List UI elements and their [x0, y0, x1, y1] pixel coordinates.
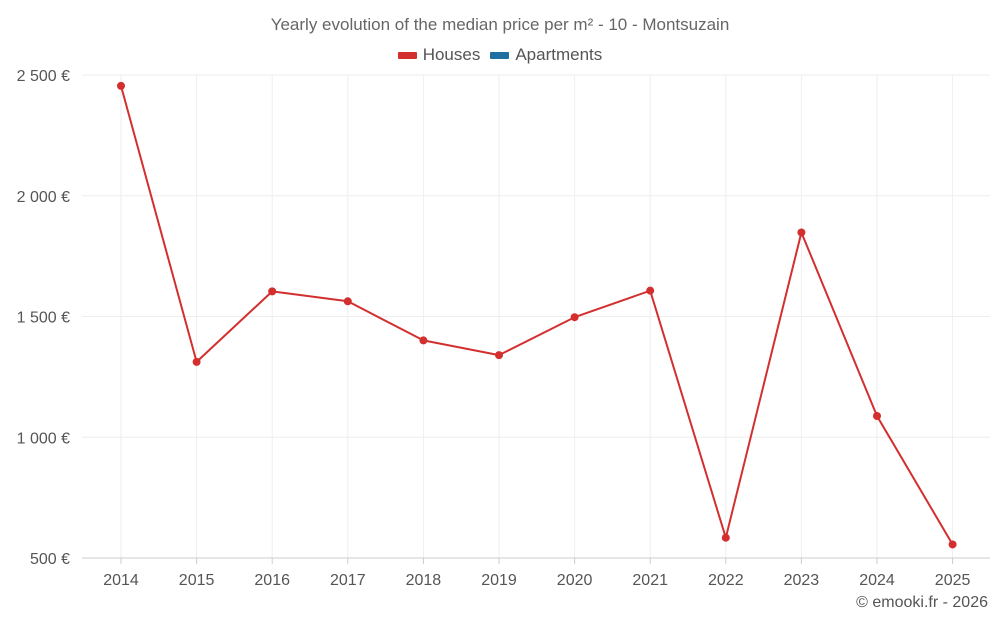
- x-tick-label: 2015: [179, 572, 215, 589]
- legend-item-houses[interactable]: Houses: [397, 45, 481, 65]
- x-tick-label: 2020: [557, 572, 593, 589]
- x-tick-label: 2022: [708, 572, 744, 589]
- x-tick-label: 2023: [784, 572, 820, 589]
- y-tick-label: 2 000 €: [17, 189, 70, 206]
- data-point-houses: [570, 313, 579, 322]
- legend-item-apartments[interactable]: Apartments: [490, 45, 602, 65]
- legend: Houses Apartments: [0, 45, 1000, 65]
- data-point-houses: [873, 411, 881, 420]
- data-point-houses: [419, 336, 428, 345]
- series-line-houses: [120, 85, 954, 545]
- x-tick-label: 2014: [103, 572, 139, 589]
- data-point-houses: [117, 81, 125, 90]
- data-point-houses: [495, 351, 503, 360]
- y-tick-label: 1 500 €: [17, 310, 70, 327]
- x-tick-label: 2017: [330, 572, 366, 589]
- legend-label-houses: Houses: [422, 45, 481, 64]
- chart-title: Yearly evolution of the median price per…: [270, 15, 730, 34]
- y-tick-label: 2 500 €: [17, 68, 70, 85]
- data-point-houses: [721, 533, 730, 542]
- data-point-houses: [797, 228, 806, 237]
- y-tick-label: 1 000 €: [17, 430, 70, 447]
- y-tick-label: 500 €: [30, 551, 70, 568]
- x-tick-label: 2018: [406, 572, 442, 589]
- data-point-houses: [646, 286, 655, 295]
- data-point-houses: [268, 287, 277, 296]
- x-tick-label: 2016: [254, 572, 290, 589]
- data-point-houses: [343, 297, 352, 306]
- series: [117, 81, 957, 549]
- x-tick-label: 2021: [632, 572, 668, 589]
- axes: 500 € 1 000 € 1 500 € 2 000 € 2 500 € 2014 201…: [17, 68, 990, 589]
- data-point-houses: [192, 357, 201, 366]
- x-tick-label: 2019: [481, 572, 517, 589]
- data-point-houses: [948, 540, 957, 549]
- legend-swatch-houses: [397, 51, 417, 59]
- grid: [82, 74, 990, 558]
- credit: © emooki.fr - 2026: [856, 594, 988, 611]
- x-tick-label: 2025: [935, 572, 971, 589]
- x-tick-label: 2024: [859, 572, 895, 589]
- legend-label-apartments: Apartments: [515, 45, 603, 64]
- legend-swatch-apartments: [490, 51, 510, 59]
